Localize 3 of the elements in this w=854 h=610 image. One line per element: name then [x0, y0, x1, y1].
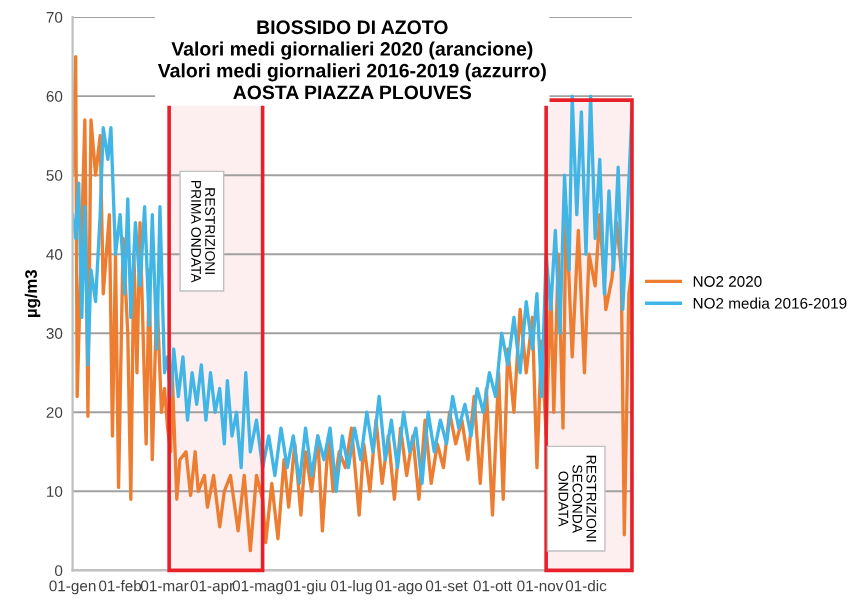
y-axis-title: µg/m3: [24, 270, 41, 317]
text: Valori medi giornalieri 2020 (arancione) Valori medi giornalieri 2016-2019 (azzurro) AOSTA PIAZZA PLOUVES: [157, 41, 546, 100]
chart-title: BIOSSIDO DI AZOTO: [257, 20, 448, 35]
